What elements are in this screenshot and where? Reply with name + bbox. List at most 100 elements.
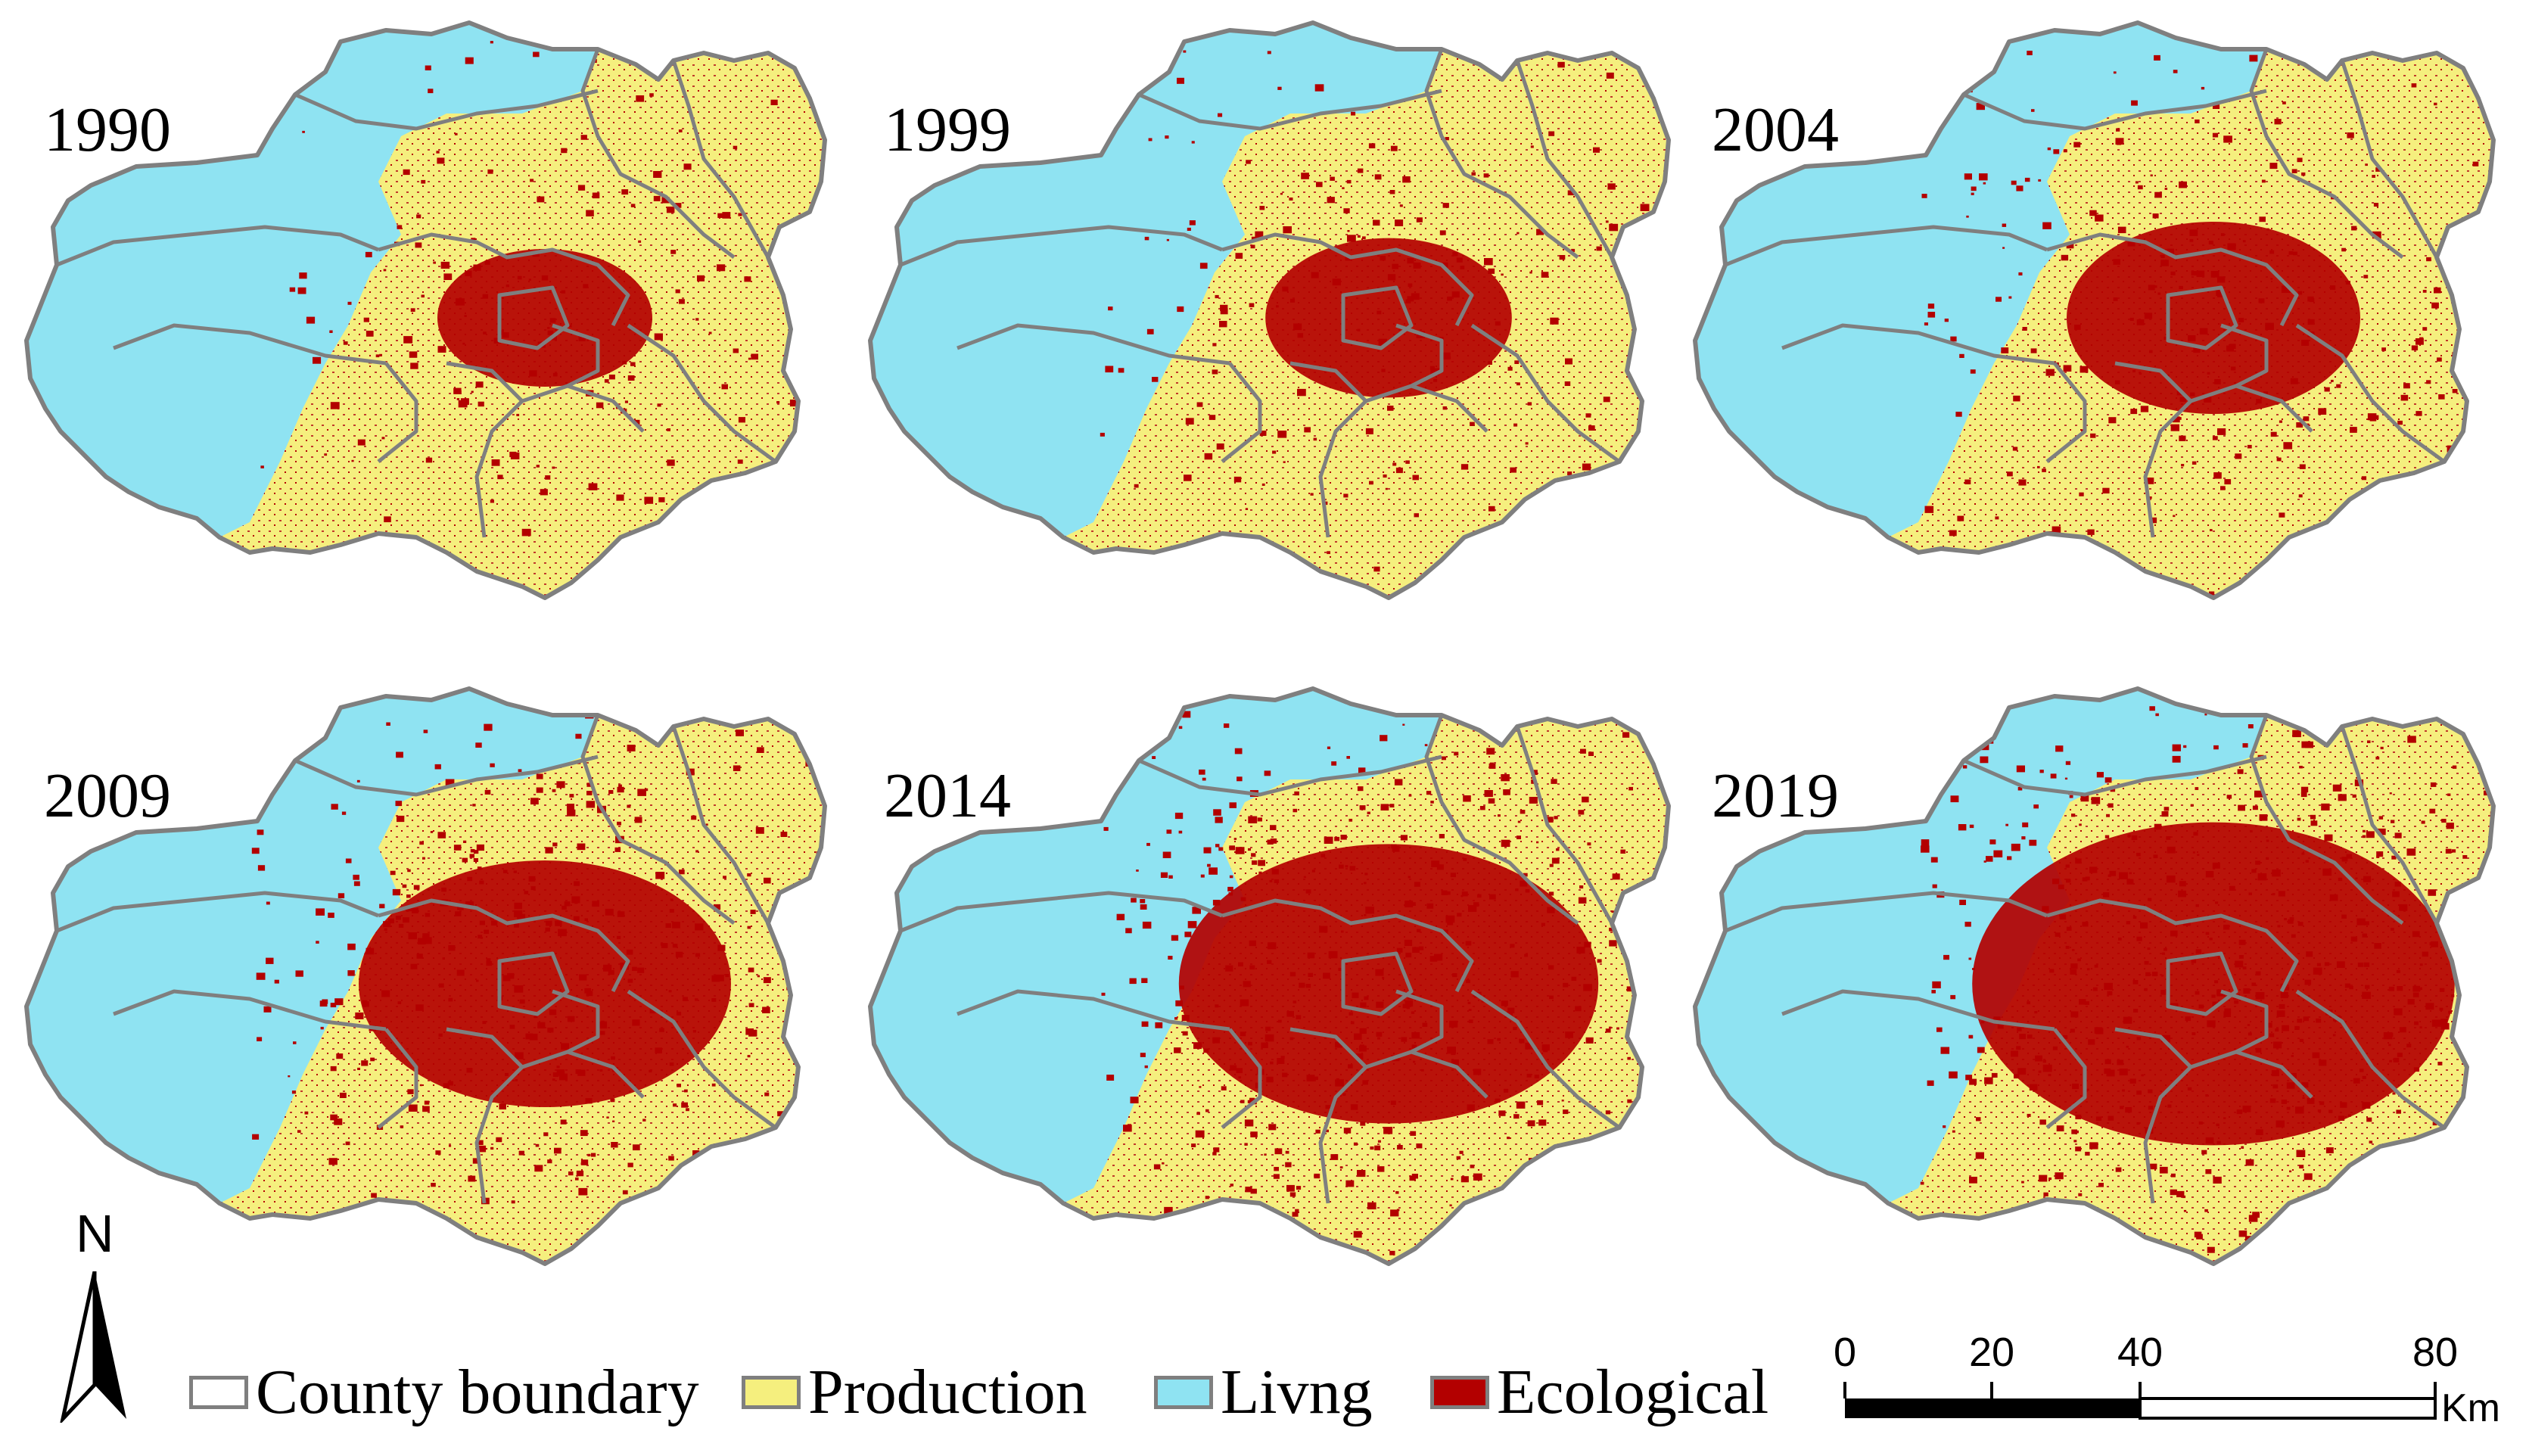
map-panel-2019: [1693, 686, 2496, 1266]
county-boundary-line: [1470, 323, 1621, 464]
county-boundary-line: [900, 891, 1223, 933]
ecological-core: [1972, 822, 2455, 1146]
county-boundary-line: [377, 362, 418, 463]
county-boundary-line: [1289, 1027, 1368, 1204]
county-boundary-line: [1424, 714, 1579, 925]
county-boundary-line: [294, 89, 599, 131]
county-boundary-line: [1515, 726, 1614, 925]
county-boundary-line: [552, 323, 600, 388]
living-area: [26, 689, 598, 1203]
county-boundary-line: [1221, 232, 1474, 327]
county-boundary-line: [580, 48, 736, 259]
county-boundary-line: [378, 898, 630, 993]
study-area-outline: [24, 686, 827, 1266]
county-boundary-line: [1341, 951, 1414, 1016]
county-boundary-line: [2190, 1050, 2313, 1099]
legend-item-living: Livng: [1154, 1358, 1373, 1426]
scale-unit-label: Km: [2441, 1386, 2500, 1430]
county-boundary-line: [2114, 361, 2193, 538]
legend-item-production: Production: [742, 1358, 1087, 1426]
county-boundary-line: [2249, 714, 2404, 925]
ecological-core: [1265, 238, 1512, 398]
year-label-2009: 2009: [44, 761, 171, 831]
study-area-outline: [868, 20, 1671, 600]
scale-tick-0: 0: [1833, 1330, 1857, 1375]
county-boundary-line: [113, 323, 387, 366]
county-boundary-line: [2190, 384, 2313, 433]
legend-swatch-county-boundary: [189, 1376, 248, 1409]
ecological-core: [1178, 844, 1599, 1124]
county-boundary-line: [957, 323, 1230, 366]
map-panel-2009: [24, 686, 827, 1266]
county-boundary-line: [2166, 285, 2238, 350]
year-label-1990: 1990: [44, 95, 171, 165]
county-boundary-line: [294, 754, 599, 797]
county-boundary-line: [1515, 60, 1614, 259]
county-boundary-line: [56, 891, 379, 933]
scale-bar: [1843, 1382, 2437, 1420]
legend-label-county-boundary: County boundary: [256, 1357, 699, 1427]
north-arrow-label: N: [76, 1204, 114, 1263]
county-boundary-line: [671, 726, 770, 925]
county-boundary-line: [1365, 384, 1488, 433]
county-boundary-line: [378, 232, 630, 327]
legend-swatch-living: [1154, 1376, 1213, 1409]
county-boundary-line: [446, 361, 524, 538]
north-arrow-icon: [60, 1271, 126, 1423]
living-area: [870, 689, 1442, 1203]
year-label-2014: 2014: [884, 761, 1011, 831]
county-boundary-line: [1424, 48, 1579, 259]
legend-label-living: Livng: [1221, 1357, 1373, 1427]
county-boundary-line: [113, 989, 387, 1031]
county-boundary-line: [1725, 891, 2048, 933]
county-boundary-line: [1365, 1050, 1488, 1099]
county-boundary-line: [957, 989, 1230, 1031]
county-boundary-line: [2166, 951, 2238, 1016]
county-boundary-line: [2046, 232, 2299, 327]
map-panel-2014: [868, 686, 1671, 1266]
county-boundary-line: [2249, 48, 2404, 259]
county-boundary-line: [2114, 1027, 2193, 1204]
county-boundary-line: [1781, 323, 2055, 366]
legend-label-ecological: Ecological: [1497, 1357, 1769, 1427]
county-boundary-line: [1341, 285, 1414, 350]
year-label-1999: 1999: [884, 95, 1011, 165]
legend-swatch-ecological: [1430, 1376, 1489, 1409]
county-boundary-line: [56, 225, 379, 267]
county-boundary-line: [1221, 1028, 1262, 1129]
scale-bar-white-segment: [2139, 1397, 2437, 1420]
legend-item-county-boundary: County boundary: [189, 1358, 699, 1426]
county-boundary-line: [2295, 323, 2446, 464]
county-boundary-line: [627, 989, 777, 1130]
county-boundary-line: [497, 285, 570, 350]
county-boundary-line: [1137, 89, 1442, 131]
study-area-outline: [24, 20, 827, 600]
county-boundary-line: [2046, 898, 2299, 993]
county-boundary-line: [1395, 989, 1444, 1054]
county-boundary-line: [1962, 89, 2267, 131]
county-boundary-line: [446, 1027, 524, 1204]
county-boundary-line: [2045, 1028, 2087, 1129]
scale-tick-20: 20: [1968, 1330, 2015, 1375]
map-panel-2004: [1693, 20, 2496, 600]
county-boundary-line: [2220, 989, 2269, 1054]
county-boundary-line: [2045, 362, 2087, 463]
legend-label-production: Production: [808, 1357, 1087, 1427]
county-boundary-line: [1781, 989, 2055, 1031]
county-boundary-line: [671, 60, 770, 259]
year-label-2004: 2004: [1712, 95, 1839, 165]
study-area-outline: [1693, 20, 2496, 600]
map-panel-1990: [24, 20, 827, 600]
scale-bar-black-segment: [1845, 1398, 2140, 1418]
living-area: [1695, 23, 2266, 537]
ecological-core: [359, 860, 731, 1107]
county-boundary-line: [900, 225, 1223, 267]
county-boundary-line: [521, 1050, 645, 1099]
county-boundary-line: [1221, 898, 1474, 993]
map-panel-1999: [868, 20, 1671, 600]
county-boundary-line: [580, 714, 736, 925]
county-boundary-line: [377, 1028, 418, 1129]
legend-item-ecological: Ecological: [1430, 1358, 1768, 1426]
